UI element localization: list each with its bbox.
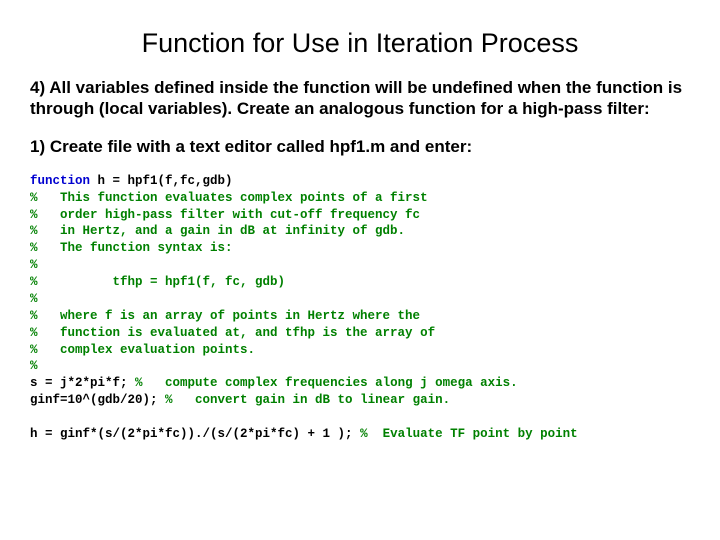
code-text: h = hpf1(f,fc,gdb) [90, 174, 233, 188]
paragraph-4: 4) All variables defined inside the func… [30, 77, 690, 120]
code-text: ginf=10^(gdb/20); [30, 393, 165, 407]
code-comment: % order high-pass filter with cut-off fr… [30, 208, 420, 222]
code-text: s = j*2*pi*f; [30, 376, 135, 390]
code-comment: % [30, 359, 38, 373]
code-text: h = ginf*(s/(2*pi*fc))./(s/(2*pi*fc) + 1… [30, 427, 360, 441]
paragraph-1: 1) Create file with a text editor called… [30, 136, 690, 157]
code-comment: % [30, 292, 38, 306]
code-comment: % The function syntax is: [30, 241, 233, 255]
code-comment: % This function evaluates complex points… [30, 191, 428, 205]
code-block: function h = hpf1(f,fc,gdb) % This funct… [30, 173, 690, 443]
code-comment: % [30, 258, 38, 272]
code-comment: % in Hertz, and a gain in dB at infinity… [30, 224, 405, 238]
code-keyword: function [30, 174, 90, 188]
code-comment: % where f is an array of points in Hertz… [30, 309, 420, 323]
code-comment: % convert gain in dB to linear gain. [165, 393, 450, 407]
code-comment: % complex evaluation points. [30, 343, 255, 357]
code-comment: % compute complex frequencies along j om… [135, 376, 518, 390]
code-comment: % function is evaluated at, and tfhp is … [30, 326, 435, 340]
slide-title: Function for Use in Iteration Process [30, 28, 690, 59]
code-comment: % Evaluate TF point by point [360, 427, 578, 441]
slide: Function for Use in Iteration Process 4)… [0, 0, 720, 463]
code-comment: % tfhp = hpf1(f, fc, gdb) [30, 275, 285, 289]
